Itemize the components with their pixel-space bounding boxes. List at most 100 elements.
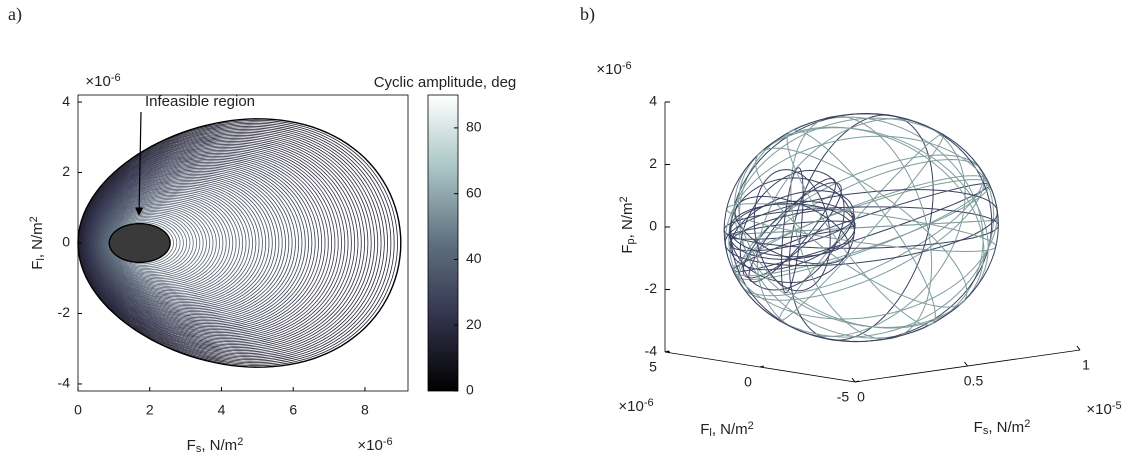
label-part: 2 (237, 436, 243, 448)
orbit (786, 129, 936, 326)
x-tick-label: 0 (74, 402, 82, 418)
z-axis-label: Fp, N/m2 (618, 196, 638, 253)
label-part: 2 (618, 196, 630, 202)
z-tick-label: -2 (645, 280, 658, 296)
orbit (724, 135, 998, 320)
contour-line (92, 169, 290, 317)
label-part: ×10 (596, 61, 621, 78)
label-part: F (187, 437, 196, 454)
contour-line (87, 152, 326, 334)
contour-line (90, 163, 303, 323)
orbit (724, 189, 999, 267)
orbit (728, 200, 856, 260)
z-tick-label: 4 (649, 93, 657, 109)
colorbar (427, 94, 459, 392)
label-part: -6 (111, 72, 121, 84)
contour-line (85, 143, 346, 343)
contour-line (98, 188, 247, 298)
x-tick-label: 4 (218, 402, 226, 418)
y-tick-label: 1 (1082, 357, 1090, 373)
label-part: -6 (644, 397, 654, 409)
contour-line (94, 173, 280, 313)
contour-line (99, 193, 237, 293)
contour-line (104, 209, 201, 277)
y-tick-label: 0.5 (964, 373, 984, 389)
orbit (729, 203, 856, 258)
label-part: , N/m (619, 202, 636, 238)
label-part: l (709, 427, 711, 439)
label-part: F (974, 419, 983, 436)
label-part: l (35, 258, 47, 260)
orbit (730, 190, 855, 271)
contour-line (97, 185, 253, 301)
label-part: , N/m (201, 437, 237, 454)
label-part: , N/m (988, 419, 1024, 436)
orbit (756, 118, 966, 337)
colorbar-tick-label: 80 (466, 119, 482, 135)
colorbar-title: Cyclic amplitude, deg (374, 74, 517, 91)
x-tick-label: 0 (744, 374, 752, 390)
contour-line (91, 166, 296, 320)
x-tick-label: 5 (649, 359, 657, 375)
x-tick (759, 365, 765, 368)
y-tick-label: -4 (58, 375, 71, 391)
y-tick (1076, 345, 1081, 351)
label-part: F (29, 261, 46, 270)
orbit (753, 169, 831, 292)
x-axis-label: Fs, N/m2 (187, 436, 244, 456)
z-tick-label: 2 (649, 155, 657, 171)
contour-line (96, 182, 260, 304)
contour-line (103, 205, 211, 281)
x-multiplier: ×10-6 (618, 397, 653, 415)
colorbar-tick-label: 60 (466, 184, 482, 200)
label-part: -6 (622, 60, 632, 72)
label-part: , N/m (29, 222, 46, 258)
contour-line (82, 133, 369, 353)
label-part: -6 (383, 436, 393, 448)
label-part: 2 (1024, 418, 1030, 430)
orbit (780, 167, 804, 294)
y-tick-label: 0 (62, 234, 70, 250)
z-tick-label: 0 (649, 218, 657, 234)
contour-line (102, 202, 217, 284)
panel-label: a) (8, 4, 22, 25)
contour-line (101, 199, 224, 287)
contour-line (89, 157, 316, 329)
label-part: F (700, 421, 709, 438)
x-tick-label: 8 (361, 402, 369, 418)
label-part: ×10 (618, 398, 643, 415)
y-axis-label: Fl, N/m2 (28, 216, 48, 270)
z-multiplier: ×10-6 (596, 60, 631, 78)
x-tick-label: 6 (289, 402, 297, 418)
contour-line (84, 140, 352, 346)
label-part: ×10 (1086, 401, 1111, 418)
contour-line (106, 215, 188, 271)
label-part: p (625, 238, 637, 244)
orbit (790, 115, 933, 340)
label-part: s (196, 443, 202, 455)
contour-line (95, 179, 267, 307)
orbit (724, 219, 999, 236)
contour-line (105, 212, 194, 274)
y-multiplier: ×10-6 (85, 72, 120, 90)
label-part: 2 (28, 216, 40, 222)
y-tick-label: -2 (58, 304, 71, 320)
contour-line (107, 218, 181, 268)
contour-line (90, 160, 309, 326)
y-tick-label: 2 (62, 163, 70, 179)
y-tick-label: 4 (62, 93, 70, 109)
label-part: ×10 (85, 73, 110, 90)
x-tick-label: -5 (837, 389, 850, 405)
orbit (755, 147, 968, 308)
label-part: ×10 (357, 437, 382, 454)
orbit (788, 114, 934, 341)
x-multiplier: ×10-6 (357, 436, 392, 454)
x-tick (664, 350, 670, 353)
contour-line (86, 149, 332, 337)
label-part: s (983, 425, 989, 437)
colorbar-tick-label: 0 (466, 382, 474, 398)
colorbar-tick-label: 40 (466, 250, 482, 266)
orbit (725, 203, 997, 253)
